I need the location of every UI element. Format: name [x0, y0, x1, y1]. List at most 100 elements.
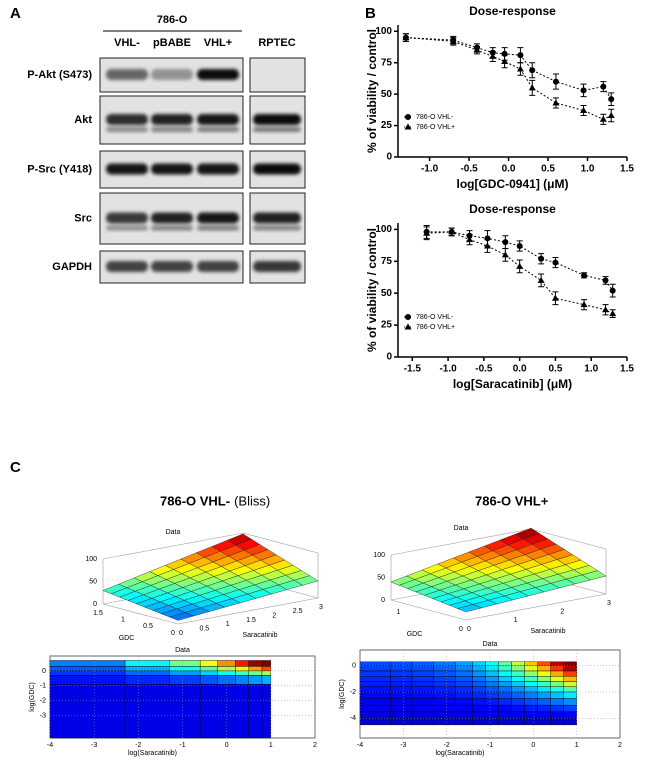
heatmap-cell	[169, 670, 201, 676]
heatmap-cell	[485, 661, 499, 666]
y-tick-label: 0	[42, 668, 46, 675]
heatmap-cell	[498, 665, 512, 672]
heatmap-cell	[455, 681, 473, 687]
band	[253, 261, 301, 272]
y-tick-label: 0	[459, 626, 463, 633]
heatmap-cell	[550, 681, 564, 687]
heatmap-cell	[261, 675, 272, 685]
legend-label: 786-O VHL+	[416, 124, 455, 131]
heatmap-cell	[563, 704, 577, 712]
heatmap-cell	[498, 681, 512, 687]
band	[106, 212, 148, 224]
point	[581, 272, 588, 279]
y-tick-label: 0	[352, 663, 356, 670]
heatmap-cell	[411, 691, 434, 699]
heatmap-title: Data	[175, 647, 190, 654]
heatmap-cell	[169, 675, 201, 685]
x-axis-label: log(Saracatinib)	[435, 750, 484, 757]
heatmap-cell	[359, 704, 391, 712]
heatmap-cell	[124, 675, 170, 685]
heatmap-cell	[390, 665, 413, 672]
heatmap-cell	[199, 684, 219, 739]
x-tick-label: -1	[487, 742, 493, 749]
y-axis-label: % of viability / control	[365, 29, 379, 153]
heatmap-cell	[498, 704, 512, 712]
heatmap-cell	[359, 661, 391, 666]
point	[449, 37, 457, 44]
heatmap-cell	[169, 666, 201, 672]
band	[253, 225, 301, 231]
x-tick-label: -0.5	[460, 164, 478, 175]
panel-label: B	[365, 5, 376, 22]
heatmap-cell	[524, 718, 538, 726]
heatmap-cell	[433, 691, 456, 699]
row-label: P-Akt (S473)	[27, 69, 92, 81]
x-tick-label: 0	[179, 630, 183, 637]
point	[516, 65, 524, 72]
heatmap-cell	[472, 704, 486, 712]
heatmap-cell	[433, 665, 456, 672]
heatmap-cell	[199, 675, 219, 685]
heatmap-cell	[433, 718, 456, 726]
x-tick-label: 1	[269, 742, 273, 749]
z-tick-label: 0	[381, 597, 385, 604]
x-tick-label: -3	[91, 742, 97, 749]
point	[501, 57, 509, 64]
y-tick-label: -1	[40, 683, 46, 690]
x-tick-label: -1.0	[421, 164, 439, 175]
legend-label: 786-O VHL+	[416, 324, 455, 331]
heatmap-cell	[455, 698, 473, 706]
heatmap-cell	[485, 698, 499, 706]
legend-label: 786-O VHL-	[416, 114, 454, 121]
heatmap-cell	[511, 665, 525, 672]
heatmap-cell	[472, 711, 486, 719]
heatmap-cell	[498, 711, 512, 719]
heatmap-cell	[524, 670, 538, 677]
x-tick-label: -0.5	[475, 364, 493, 375]
heatmap-cell	[235, 666, 249, 672]
x-tick-label: -3	[400, 742, 406, 749]
x-axis-label: log(Saracatinib)	[128, 750, 177, 757]
x-tick-label: 0.5	[199, 626, 209, 633]
heatmap-cell	[359, 718, 391, 726]
point	[552, 99, 560, 106]
heatmap-cell	[524, 686, 538, 693]
x-tick-label: 1	[575, 742, 579, 749]
heatmap-cell	[524, 691, 538, 699]
x-axis-label: log[Saracatinib] (μM)	[453, 377, 572, 391]
lane-label: pBABE	[153, 37, 191, 49]
band	[197, 261, 239, 272]
heatmap-cell	[455, 661, 473, 666]
band	[197, 225, 239, 231]
heatmap-cell	[563, 665, 577, 672]
heatmap-cell	[550, 661, 564, 666]
x-tick-label: 1.5	[620, 364, 634, 375]
heatmap-cell	[124, 660, 170, 667]
heatmap-cell	[359, 711, 391, 719]
method: (Bliss)	[234, 493, 270, 508]
panel-label: A	[10, 5, 21, 22]
band	[106, 225, 148, 231]
point	[580, 301, 588, 308]
heatmap-cell	[537, 686, 551, 693]
x-tick-label: 0.0	[513, 364, 527, 375]
heatmap-cell	[390, 661, 413, 666]
y-axis-label: GDC	[119, 635, 135, 642]
x-tick-label: 1.0	[584, 364, 598, 375]
y-tick-label: 50	[381, 89, 393, 100]
heatmap-cell	[511, 691, 525, 699]
heatmap-cell	[390, 698, 413, 706]
heatmap-cell	[390, 718, 413, 726]
x-tick-label: 0.0	[502, 164, 516, 175]
heatmap-cell	[390, 670, 413, 677]
heatmap-cell	[498, 661, 512, 666]
heatmap-cell	[433, 661, 456, 666]
y-tick-label: 0	[386, 152, 392, 163]
point	[473, 46, 481, 53]
x-tick-label: 0	[467, 626, 471, 633]
heatmap-cell	[472, 661, 486, 666]
point	[466, 236, 474, 243]
point	[599, 115, 607, 122]
heatmap-cell	[199, 670, 219, 676]
heatmap-title: Data	[483, 641, 498, 648]
